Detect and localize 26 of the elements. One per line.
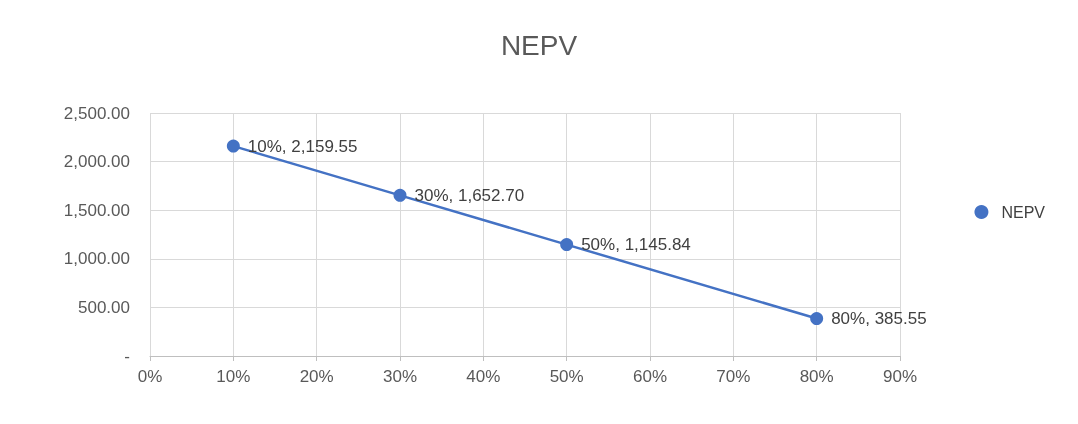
legend-label: NEPV <box>1001 203 1046 221</box>
x-tick-label: 20% <box>299 367 334 386</box>
point <box>560 238 574 252</box>
y-tick-label: 500.00 <box>78 297 130 317</box>
data-label: 30%, 1,652.70 <box>414 185 525 205</box>
y-tick-label: - <box>124 346 130 366</box>
x-tick-label: 30% <box>382 367 418 386</box>
data-label: 10%, 2,159.55 <box>247 136 358 156</box>
y-tick-label: 1,000.00 <box>63 249 130 269</box>
x-tick-label: 0% <box>137 367 163 386</box>
x-tick-label: 70% <box>716 367 751 386</box>
y-tick-label: 2,500.00 <box>63 103 130 123</box>
point <box>226 139 240 153</box>
x-tick-label: 80% <box>799 367 834 386</box>
x-tick-label: 90% <box>882 367 918 386</box>
data-label: 80%, 385.55 <box>831 309 927 329</box>
x-tick-label: 60% <box>632 367 668 386</box>
point <box>393 188 407 202</box>
x-tick-label: 10% <box>216 367 251 386</box>
chart-title: NEPV <box>500 29 578 61</box>
x-tick-label: 50% <box>549 367 584 386</box>
y-tick-label: 2,000.00 <box>63 152 130 172</box>
point <box>810 312 824 326</box>
y-tick-label: 1,500.00 <box>63 200 130 220</box>
data-label: 50%, 1,145.84 <box>581 235 691 255</box>
x-tick-label: 40% <box>466 367 501 386</box>
